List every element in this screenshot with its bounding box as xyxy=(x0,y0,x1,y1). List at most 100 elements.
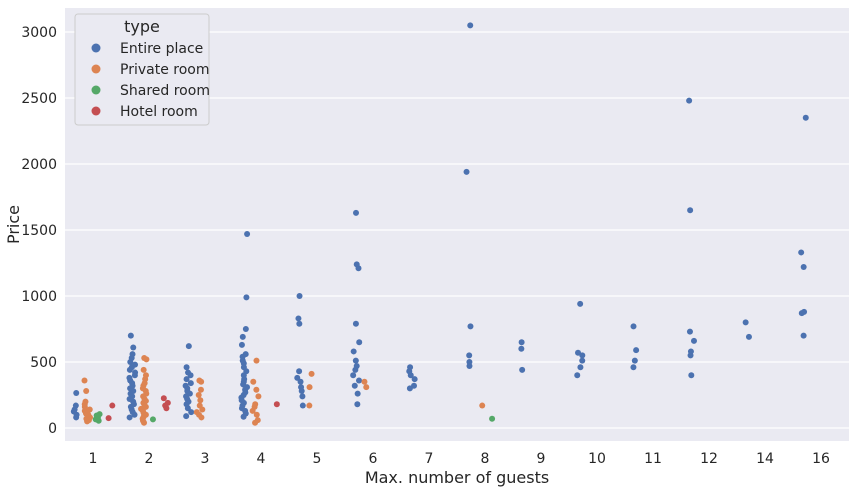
point-entire-place xyxy=(467,323,474,330)
point-private-room xyxy=(308,370,315,377)
point-entire-place xyxy=(577,364,584,371)
point-shared-room xyxy=(149,416,156,423)
point-private-room xyxy=(142,372,149,379)
point-entire-place xyxy=(798,249,805,256)
point-private-room xyxy=(86,406,93,413)
point-entire-place xyxy=(466,359,473,365)
x-tick-label: 10 xyxy=(588,451,606,467)
point-private-room xyxy=(254,417,261,424)
point-private-room xyxy=(306,384,313,391)
point-entire-place xyxy=(351,382,358,389)
point-entire-place xyxy=(686,328,693,335)
point-entire-place xyxy=(631,357,638,364)
point-entire-place xyxy=(745,333,752,340)
y-axis-title: Price xyxy=(4,205,23,244)
point-entire-place xyxy=(242,351,249,358)
point-entire-place xyxy=(295,315,302,322)
point-entire-place xyxy=(466,352,473,359)
point-entire-place xyxy=(800,263,807,270)
point-entire-place xyxy=(574,372,581,379)
point-entire-place xyxy=(188,409,195,416)
point-private-room xyxy=(82,398,89,405)
point-entire-place xyxy=(296,320,303,327)
x-tick-label: 9 xyxy=(537,451,546,467)
x-tick-label: 8 xyxy=(481,451,490,467)
point-entire-place xyxy=(687,207,694,214)
x-axis-title: Max. number of guests xyxy=(365,468,549,487)
point-entire-place xyxy=(579,352,586,359)
point-private-room xyxy=(83,388,90,395)
point-shared-room xyxy=(489,415,496,422)
point-entire-place xyxy=(407,364,414,371)
point-private-room xyxy=(361,378,368,385)
legend-box xyxy=(74,13,210,126)
x-tick-label: 16 xyxy=(812,451,830,467)
y-tick-label: 1500 xyxy=(21,223,57,239)
point-private-room xyxy=(141,355,148,362)
point-entire-place xyxy=(185,369,192,376)
point-entire-place xyxy=(575,349,582,356)
point-entire-place xyxy=(518,345,525,352)
point-entire-place xyxy=(630,364,637,371)
point-private-room xyxy=(253,357,260,364)
y-tick-label: 1000 xyxy=(21,289,57,305)
legend-label: Entire place xyxy=(120,41,203,57)
point-entire-place xyxy=(299,393,306,400)
point-hotel-room xyxy=(160,395,167,402)
point-entire-place xyxy=(129,351,136,358)
point-private-room xyxy=(253,411,260,418)
point-private-room xyxy=(255,393,262,400)
point-private-room xyxy=(193,409,200,416)
point-entire-place xyxy=(126,414,133,421)
point-entire-place xyxy=(356,339,363,346)
point-private-room xyxy=(479,402,486,409)
point-entire-place xyxy=(73,390,80,397)
y-tick-label: 2500 xyxy=(21,91,57,107)
point-entire-place xyxy=(690,337,697,344)
point-entire-place xyxy=(353,362,360,369)
point-entire-place xyxy=(72,402,79,409)
point-private-room xyxy=(196,402,203,409)
point-entire-place xyxy=(296,293,303,299)
point-entire-place xyxy=(352,357,359,364)
point-entire-place xyxy=(801,308,808,315)
point-hotel-room xyxy=(164,399,171,406)
point-entire-place xyxy=(356,377,363,384)
point-entire-place xyxy=(686,97,693,104)
point-entire-place xyxy=(353,261,360,268)
point-entire-place xyxy=(353,209,360,216)
y-axis: 0 500 1000 1500 2000 2500 3000 xyxy=(21,25,57,437)
point-private-room xyxy=(363,384,370,391)
legend-label: Shared room xyxy=(120,83,210,99)
point-entire-place xyxy=(183,413,190,420)
point-entire-place xyxy=(802,114,809,121)
y-tick-label: 500 xyxy=(30,355,57,371)
point-private-room xyxy=(140,366,147,373)
point-entire-place xyxy=(244,230,251,237)
point-entire-place xyxy=(687,348,694,355)
x-tick-label: 12 xyxy=(700,451,718,467)
point-entire-place xyxy=(519,366,526,373)
gridlines xyxy=(65,31,849,429)
x-tick-label: 6 xyxy=(369,451,378,467)
point-private-room xyxy=(197,397,204,404)
legend-label: Private room xyxy=(120,62,209,78)
point-entire-place xyxy=(350,348,357,355)
point-entire-place xyxy=(183,376,190,383)
point-private-room xyxy=(81,377,88,384)
point-entire-place xyxy=(182,382,189,389)
point-entire-place xyxy=(518,339,525,346)
point-private-room xyxy=(196,377,203,384)
point-entire-place xyxy=(299,402,306,409)
point-shared-room xyxy=(96,411,103,418)
data-points xyxy=(70,22,809,426)
point-entire-place xyxy=(633,347,640,354)
legend-marker xyxy=(91,43,101,53)
point-entire-place xyxy=(411,382,418,389)
point-private-room xyxy=(197,386,204,393)
point-private-room xyxy=(306,402,313,409)
point-entire-place xyxy=(630,323,637,330)
legend-marker xyxy=(91,64,101,74)
point-entire-place xyxy=(242,326,249,332)
